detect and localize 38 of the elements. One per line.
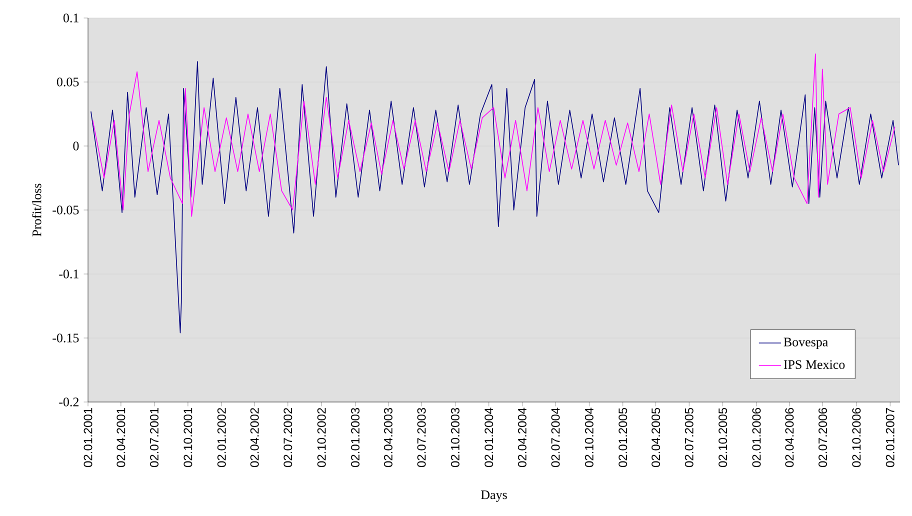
y-tick-label: -0.1 (59, 270, 78, 278)
x-tick-label: 02.01.2002 (217, 408, 226, 468)
x-tick-label: 02.10.2005 (718, 408, 728, 468)
x-tick-label: 02.04.2005 (652, 408, 660, 468)
x-tick-label: 02.01.2005 (618, 408, 628, 468)
x-tick-label: 02.04.2002 (250, 408, 259, 468)
x-tick-label: 02.01.2001 (84, 408, 92, 468)
x-tick-label: 02.04.2001 (116, 408, 126, 468)
x-axis-title: Days (481, 490, 507, 502)
legend-label: Bovespa (784, 338, 828, 350)
y-tick-label: 0 (73, 142, 79, 150)
x-tick-label: 02.10.2001 (184, 408, 192, 468)
y-tick-label: -0.05 (52, 206, 79, 214)
x-tick-label: 02.07.2006 (818, 408, 828, 468)
x-tick-label: 02.07.2002 (284, 408, 292, 468)
x-tick-label: 02.04.2003 (384, 408, 392, 468)
line-series (92, 53, 896, 217)
x-tick-label: 02.04.2004 (518, 408, 526, 468)
y-tick-label: -0.15 (52, 334, 79, 342)
x-tick-label: 02.01.2003 (351, 408, 360, 468)
x-tick-label: 02.10.2003 (450, 408, 460, 468)
x-tick-label: 02.07.2003 (417, 408, 426, 468)
x-tick-label: 02.10.2006 (852, 408, 861, 468)
x-tick-label: 02.01.2006 (752, 408, 761, 468)
x-tick-label: 02.01.2007 (886, 408, 894, 468)
y-tick-label: -0.2 (59, 398, 78, 406)
x-tick-label: 02.07.2005 (684, 408, 694, 468)
y-axis-title: Profit/loss (32, 184, 42, 236)
x-tick-label: 02.07.2001 (150, 408, 159, 468)
line-series (90, 61, 899, 334)
x-tick-label: 02.01.2004 (484, 408, 494, 468)
y-tick-label: 0.1 (63, 14, 78, 22)
x-tick-label: 02.10.2004 (584, 408, 594, 468)
legend-label: IPS Mexico (784, 360, 845, 369)
x-tick-label: 02.04.2006 (785, 408, 794, 468)
x-tick-label: 02.07.2004 (551, 408, 560, 468)
y-tick-label: 0.05 (56, 78, 79, 86)
x-tick-label: 02.10.2002 (317, 408, 326, 468)
